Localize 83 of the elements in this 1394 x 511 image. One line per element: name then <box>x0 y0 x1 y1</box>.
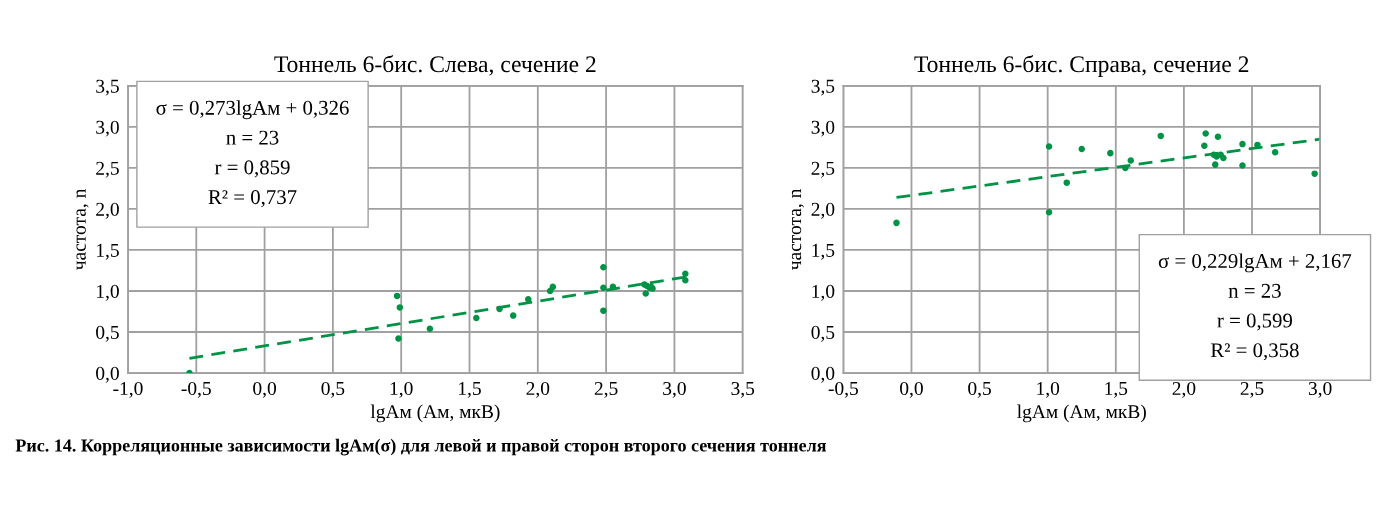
x-tick-label: 3,0 <box>663 381 686 398</box>
x-tick-label: 1,5 <box>1105 382 1128 398</box>
x-tick-label: 0,0 <box>253 381 276 398</box>
point <box>549 283 557 291</box>
x-tick-label: 0,0 <box>900 381 923 398</box>
y-tick-label: 1,5 <box>812 243 835 260</box>
annotation: R² = 0,358 <box>1210 343 1299 361</box>
y-tick-label: 1,0 <box>97 284 119 301</box>
y-tick-label: 3,0 <box>96 120 119 137</box>
x-tick-label: -0,5 <box>828 381 858 398</box>
y-tick-label: 1,0 <box>812 284 835 301</box>
point <box>1202 130 1209 137</box>
point <box>509 312 517 319</box>
x-axis-title: lgAм (Aм, мкВ) <box>370 404 500 423</box>
point <box>682 270 689 277</box>
point <box>393 292 401 300</box>
y-axis-title: частота, n <box>791 188 805 270</box>
annotation: r = 0,859 <box>214 160 290 178</box>
x-tick-label: 0,5 <box>968 381 991 398</box>
x-tick-label: -1,0 <box>113 381 143 398</box>
point <box>1211 161 1219 168</box>
x-tick-label: -0,5 <box>181 381 211 398</box>
y-axis-title: частота, n <box>76 188 89 270</box>
annotation: σ = 0,229lgAм + 2,167 <box>1158 253 1352 273</box>
x-tick-label: 1,0 <box>390 381 413 398</box>
x-axis-title: lgAм (Aм, мкВ) <box>1017 404 1146 423</box>
text: Рис. 14. Корреляционные зависимости lgAм(σ) для левой и правой сторон второго сечения тоннеля <box>15 438 827 456</box>
point <box>600 263 607 271</box>
y-tick-label: 3,5 <box>811 79 835 96</box>
x-tick-label: 0,5 <box>321 381 345 398</box>
point <box>395 335 402 342</box>
annotation: n = 23 <box>1228 283 1281 298</box>
point <box>1122 164 1129 172</box>
point <box>1045 208 1053 216</box>
y-tick-label: 2,5 <box>96 161 119 178</box>
annotation: σ = 0,273lgAм + 0,326 <box>156 100 349 120</box>
point <box>1239 162 1246 169</box>
point <box>1214 133 1222 140</box>
x-tick-label: 2,5 <box>594 381 618 398</box>
point <box>186 369 193 374</box>
y-tick-label: 2,0 <box>811 202 835 219</box>
point <box>1201 142 1208 149</box>
y-tick-label: 3,0 <box>811 120 835 137</box>
point <box>524 295 532 303</box>
point <box>682 277 689 284</box>
x-tick-label: 1,0 <box>1037 381 1060 398</box>
y-tick-label: 3,5 <box>96 79 119 96</box>
y-tick-label: 0,5 <box>811 325 835 342</box>
point <box>642 290 649 297</box>
point <box>1045 143 1053 150</box>
point <box>1127 157 1135 164</box>
point <box>1063 179 1071 186</box>
annotation: r = 0,599 <box>1217 313 1293 331</box>
point <box>600 284 607 291</box>
x-tick-label: 1,5 <box>459 382 481 398</box>
point <box>396 304 404 311</box>
y-tick-label: 0,0 <box>96 366 119 383</box>
point <box>1107 149 1114 157</box>
point <box>1157 132 1165 140</box>
x-tick-label: 3,5 <box>731 381 755 398</box>
point <box>609 283 617 291</box>
point <box>426 325 434 332</box>
annotation: n = 23 <box>226 130 279 145</box>
point <box>1078 145 1085 153</box>
x-tick-label: 2,5 <box>1240 381 1264 398</box>
point <box>1311 170 1318 177</box>
point <box>893 219 900 227</box>
y-tick-label: 0,5 <box>96 325 119 342</box>
y-tick-label: 2,5 <box>811 161 835 178</box>
point <box>1239 140 1246 148</box>
annotation: R² = 0,737 <box>208 190 297 208</box>
x-tick-label: 2,0 <box>526 381 550 398</box>
y-tick-label: 0,0 <box>811 366 835 383</box>
x-tick-label: 2,0 <box>1172 381 1196 398</box>
point <box>496 305 503 313</box>
chart-title: Тоннель 6-бис. Справа, сечение 2 <box>914 55 1249 77</box>
x-tick-label: 3,0 <box>1308 381 1332 398</box>
y-tick-label: 2,0 <box>96 202 119 219</box>
point <box>473 314 480 322</box>
y-tick-label: 1,5 <box>97 243 119 260</box>
point <box>1271 149 1279 156</box>
point <box>600 307 607 314</box>
chart-title: Тоннель 6-бис. Слева, сечение 2 <box>274 55 596 76</box>
